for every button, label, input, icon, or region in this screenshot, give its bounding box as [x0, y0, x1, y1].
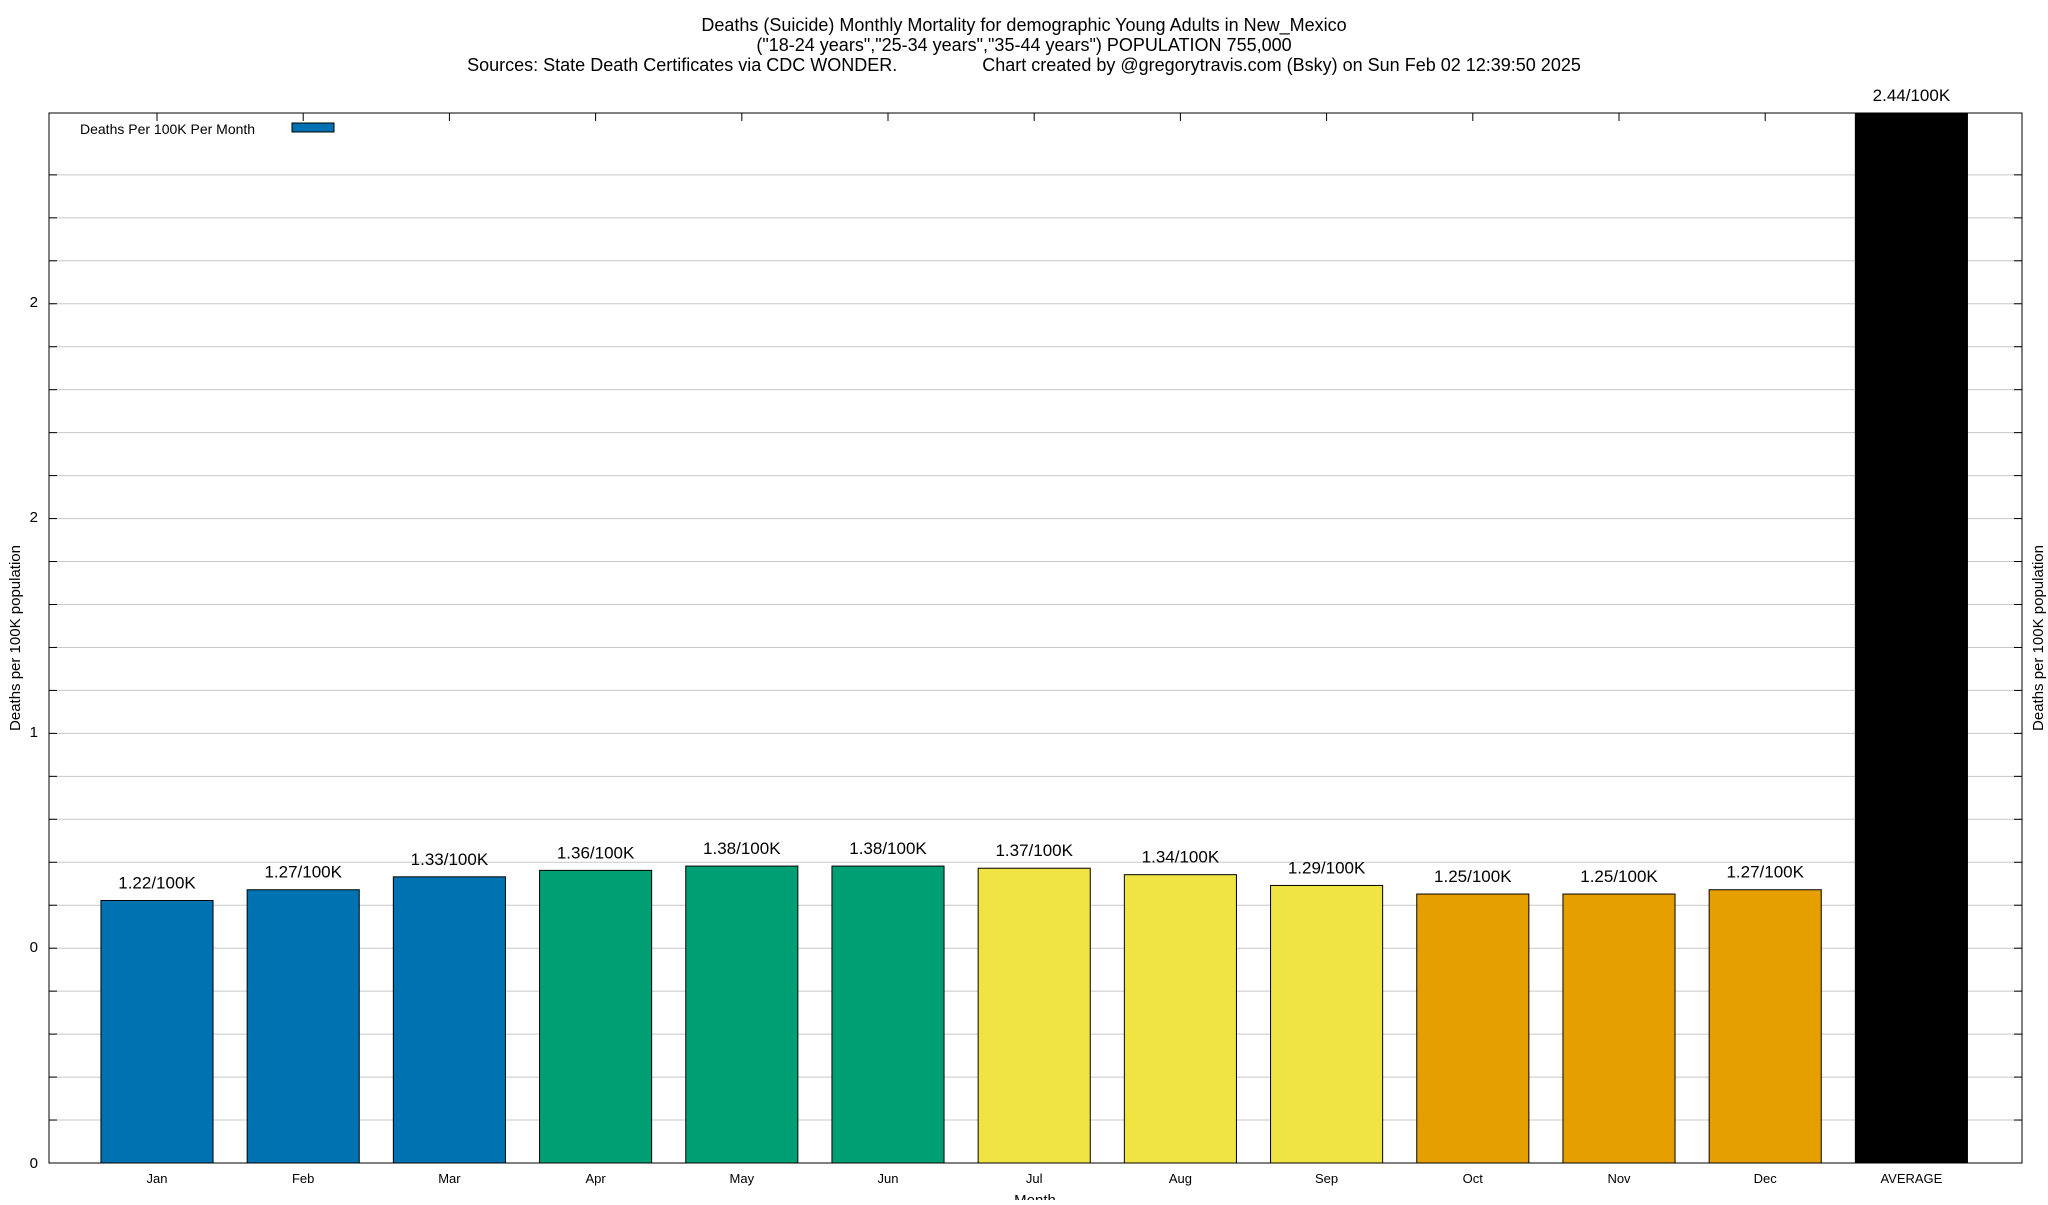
y-axis-label-right: Deaths per 100K population — [2030, 545, 2047, 731]
x-tick-label: Nov — [1607, 1171, 1631, 1186]
x-tick-label: Aug — [1169, 1171, 1192, 1186]
x-tick-labels: Jan Feb Mar Apr May Jun Jul Aug Sep Oct Nov Dec AVER… — [147, 1171, 1943, 1186]
bar — [246, 889, 360, 1164]
data-label: 1.37/100K — [995, 841, 1073, 860]
title-line-1: Deaths (Suicide) Monthly Mortality for d… — [701, 15, 1346, 36]
x-tick-label: May — [730, 1171, 755, 1186]
data-label: 1.33/100K — [411, 850, 489, 869]
bar — [1270, 884, 1384, 1164]
bar — [1562, 893, 1676, 1164]
y-tick-labels: 0 0 1 2 2 — [30, 294, 38, 1172]
bar — [685, 865, 799, 1164]
bar — [1708, 889, 1822, 1164]
legend-label: Deaths Per 100K Per Month — [80, 121, 255, 137]
bar — [1416, 893, 1530, 1164]
bar — [1854, 112, 1968, 1164]
x-axis-label: Month — [1014, 1192, 1056, 1200]
y-tick-label: 0 — [30, 939, 38, 956]
bar — [1123, 874, 1237, 1164]
bar — [539, 869, 653, 1164]
y-tick-label: 1 — [30, 724, 38, 741]
data-label: 1.38/100K — [703, 839, 781, 858]
plot-frame — [48, 112, 2023, 1164]
y-tick-label: 0 — [30, 1155, 38, 1172]
x-tick-label: Sep — [1315, 1171, 1338, 1186]
data-label: 1.38/100K — [849, 839, 927, 858]
x-tick-label: Mar — [438, 1171, 461, 1186]
x-tick-label: AVERAGE — [1880, 1171, 1942, 1186]
bar — [100, 900, 214, 1164]
x-tick-label: Jun — [878, 1171, 899, 1186]
legend: Deaths Per 100K Per Month — [80, 121, 335, 137]
x-tick-label: Feb — [292, 1171, 314, 1186]
data-label: 2.44/100K — [1873, 86, 1951, 105]
bar — [831, 865, 945, 1164]
data-labels: 1.22/100K 1.27/100K 1.33/100K 1.36/100K 1.38… — [118, 86, 1951, 893]
data-label: 1.36/100K — [557, 843, 635, 862]
data-label: 1.29/100K — [1288, 858, 1366, 877]
title-line-2: ("18-24 years","25-34 years","35-44 year… — [756, 35, 1291, 55]
x-tick-label: Oct — [1463, 1171, 1484, 1186]
x-tick-label: Apr — [585, 1171, 606, 1186]
bars — [100, 112, 1968, 1164]
y-tick-label: 2 — [30, 509, 38, 526]
data-label: 1.22/100K — [118, 874, 196, 893]
title-line-3: Sources: State Death Certificates via CD… — [467, 55, 1581, 75]
data-label: 1.27/100K — [264, 863, 342, 882]
y-tick-label: 2 — [30, 294, 38, 311]
data-label: 1.34/100K — [1142, 848, 1220, 867]
bar — [392, 876, 506, 1164]
y-axis-label-left: Deaths per 100K population — [7, 545, 24, 731]
data-label: 1.27/100K — [1726, 863, 1804, 882]
x-tick-label: Jul — [1026, 1171, 1043, 1186]
bar — [977, 867, 1091, 1164]
data-label: 1.25/100K — [1580, 867, 1658, 886]
legend-swatch — [291, 122, 335, 133]
data-label: 1.25/100K — [1434, 867, 1512, 886]
x-tick-label: Jan — [147, 1171, 168, 1186]
chart-title: Deaths (Suicide) Monthly Mortality for d… — [467, 15, 1581, 75]
x-tick-label: Dec — [1754, 1171, 1778, 1186]
